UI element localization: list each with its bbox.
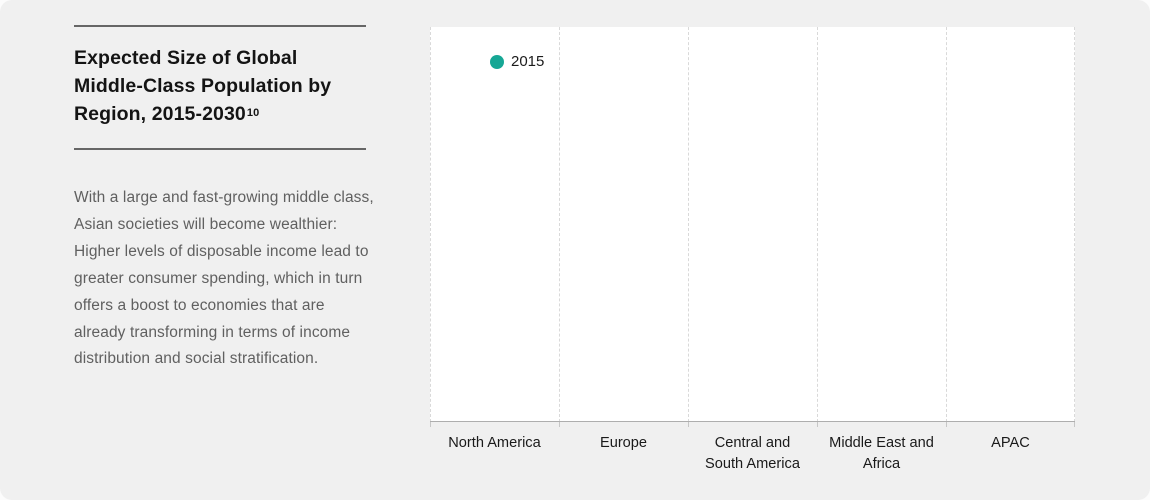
x-axis-label-line: Europe xyxy=(599,435,648,451)
chart-description: With a large and fast-growing middle cla… xyxy=(74,185,374,373)
x-axis-tick xyxy=(817,422,818,427)
description-line: offers a boost to economies that are xyxy=(74,296,325,314)
x-axis-label-line: North America xyxy=(448,435,541,451)
x-axis-label-line: APAC xyxy=(991,435,1030,451)
gridline xyxy=(946,27,947,422)
x-axis-tick xyxy=(430,422,431,427)
chart: 2015 North America Europe Central and So… xyxy=(430,27,1075,482)
x-axis-tick xyxy=(946,422,947,427)
description-line: With a large and fast-growing middle cla… xyxy=(74,189,374,206)
x-axis-tick xyxy=(559,422,560,427)
description-line: Higher levels of disposable income lead … xyxy=(74,242,369,260)
gridline xyxy=(430,27,431,422)
x-axis-line xyxy=(430,421,1075,422)
x-axis-label-central-south-america: Central and South America xyxy=(688,433,817,474)
x-axis-label-line: South America xyxy=(705,455,800,472)
title-divider-bottom xyxy=(74,148,366,150)
x-axis-label-line: Africa xyxy=(862,455,901,472)
gridline xyxy=(688,27,689,422)
description-line: distribution and social stratification. xyxy=(74,350,319,368)
x-axis-tick xyxy=(688,422,689,427)
title-line: Middle-Class Population by xyxy=(74,75,332,97)
gridline xyxy=(559,27,560,422)
gridline xyxy=(1074,27,1075,422)
chart-title: Expected Size of Global Middle-Class Pop… xyxy=(74,44,331,128)
x-axis-tick xyxy=(1074,422,1075,427)
x-axis-label-line: Central and xyxy=(714,435,791,451)
title-line-text: Region, 2015-2030 xyxy=(74,103,246,125)
x-axis-label-europe: Europe xyxy=(559,433,688,454)
x-axis-label-line: Middle East and xyxy=(829,435,934,451)
description-line: greater consumer spending, which in turn xyxy=(74,269,363,287)
legend-marker-icon xyxy=(490,54,504,69)
legend-item-2015[interactable]: 2015 xyxy=(490,53,544,70)
legend-label: 2015 xyxy=(511,53,545,70)
title-line: Region, 2015-203010 xyxy=(74,100,331,128)
footnote-marker: 10 xyxy=(246,107,260,119)
gridline xyxy=(817,27,818,422)
title-divider-top xyxy=(74,25,366,27)
title-line: Expected Size of Global xyxy=(74,47,298,69)
x-axis-label-apac: APAC xyxy=(946,433,1075,454)
x-axis-label-middle-east-africa: Middle East and Africa xyxy=(817,433,946,474)
description-line: already transforming in terms of income xyxy=(74,323,351,341)
x-axis-label-north-america: North America xyxy=(430,433,559,454)
plot-area: 2015 xyxy=(430,27,1075,427)
description-line: Asian societies will become wealthier: xyxy=(74,215,338,233)
